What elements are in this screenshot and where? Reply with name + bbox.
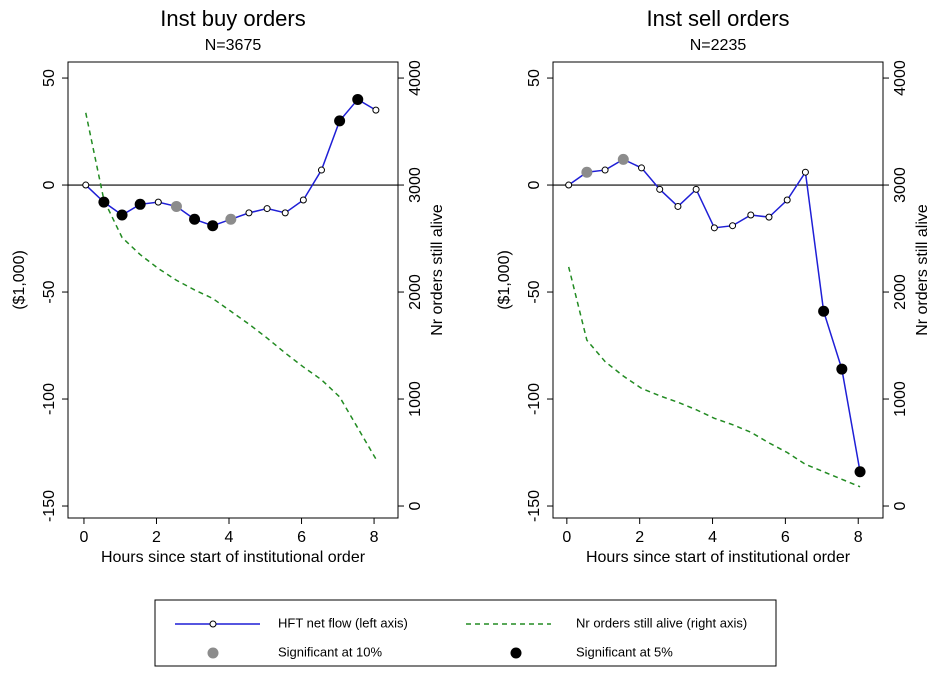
legend-marker <box>209 620 217 628</box>
legend-box <box>154 599 777 667</box>
legend-label: Significant at 5% <box>576 644 673 659</box>
legend-label: Significant at 10% <box>278 644 383 659</box>
significance-dot <box>836 363 848 375</box>
x-tick-label: 2 <box>152 529 161 546</box>
point <box>674 202 682 210</box>
y2-axis-label: Nr orders still alive <box>914 204 931 336</box>
point <box>729 222 737 230</box>
y-tick-label: -50 <box>41 280 58 303</box>
plot-frame <box>552 61 884 519</box>
chart-title: Inst sell orders <box>646 6 789 31</box>
significance-dot <box>207 220 219 232</box>
x-axis-label: Hours since start of institutional order <box>586 549 851 566</box>
y2-tick-label: 2000 <box>892 274 909 310</box>
significance-dot <box>98 196 110 208</box>
significance-dot <box>818 305 830 317</box>
y-tick-label: -150 <box>526 490 543 522</box>
x-tick-label: 8 <box>370 529 379 546</box>
legend-label: HFT net flow (left axis) <box>278 615 408 630</box>
y-axis-label: ($1,000) <box>11 250 28 310</box>
y-tick-label: -150 <box>41 490 58 522</box>
point <box>747 211 755 219</box>
plot-frame <box>67 61 399 519</box>
point <box>692 185 700 193</box>
x-tick-label: 4 <box>225 529 234 546</box>
y2-tick-label: 3000 <box>407 167 424 203</box>
legend-dot <box>207 647 219 659</box>
point <box>710 224 718 232</box>
point <box>317 166 325 174</box>
y2-tick-label: 1000 <box>407 381 424 417</box>
y-tick-label: 50 <box>41 69 58 87</box>
series-line <box>568 158 861 472</box>
y-tick-label: -100 <box>41 383 58 415</box>
point <box>656 185 664 193</box>
chart-title: Inst buy orders <box>160 6 306 31</box>
y2-tick-label: 0 <box>892 501 909 510</box>
significance-dot <box>352 93 364 105</box>
y2-axis-label: Nr orders still alive <box>429 204 446 336</box>
y-tick-label: 0 <box>526 180 543 189</box>
y-axis-label: ($1,000) <box>496 250 513 310</box>
x-tick-label: 8 <box>854 529 863 546</box>
chart-subtitle: N=3675 <box>205 37 262 54</box>
point <box>638 164 646 172</box>
y-tick-label: 50 <box>526 69 543 87</box>
x-tick-label: 4 <box>708 529 717 546</box>
point <box>565 181 573 189</box>
series-line <box>85 98 377 227</box>
point <box>154 198 162 206</box>
significance-dot <box>854 466 866 478</box>
point <box>245 209 253 217</box>
point <box>263 205 271 213</box>
point <box>281 209 289 217</box>
x-tick-label: 2 <box>635 529 644 546</box>
x-tick-label: 0 <box>80 529 89 546</box>
legend-label: Nr orders still alive (right axis) <box>576 615 747 630</box>
x-tick-label: 0 <box>562 529 571 546</box>
significance-dot <box>334 115 346 127</box>
point <box>765 213 773 221</box>
significance-dot <box>116 209 128 221</box>
point <box>601 166 609 174</box>
significance-dot <box>225 213 237 225</box>
legend-dot <box>510 647 522 659</box>
y2-tick-label: 3000 <box>892 167 909 203</box>
point <box>299 196 307 204</box>
y2-tick-label: 4000 <box>407 60 424 96</box>
point <box>372 106 380 114</box>
point <box>783 196 791 204</box>
significance-dot <box>189 213 201 225</box>
dashed-line <box>567 266 861 488</box>
y-tick-label: -50 <box>526 280 543 303</box>
y2-tick-label: 1000 <box>892 381 909 417</box>
chart-subtitle: N=2235 <box>690 37 747 54</box>
significance-dot <box>617 153 629 165</box>
y2-tick-label: 2000 <box>407 274 424 310</box>
y-tick-label: -100 <box>526 383 543 415</box>
significance-dot <box>170 200 182 212</box>
point <box>82 181 90 189</box>
dashed-line <box>85 112 377 460</box>
x-tick-label: 6 <box>297 529 306 546</box>
x-tick-label: 6 <box>781 529 790 546</box>
y-tick-label: 0 <box>41 180 58 189</box>
y2-tick-label: 0 <box>407 501 424 510</box>
y2-tick-label: 4000 <box>892 60 909 96</box>
significance-dot <box>581 166 593 178</box>
point <box>801 168 809 176</box>
significance-dot <box>134 198 146 210</box>
x-axis-label: Hours since start of institutional order <box>101 549 366 566</box>
